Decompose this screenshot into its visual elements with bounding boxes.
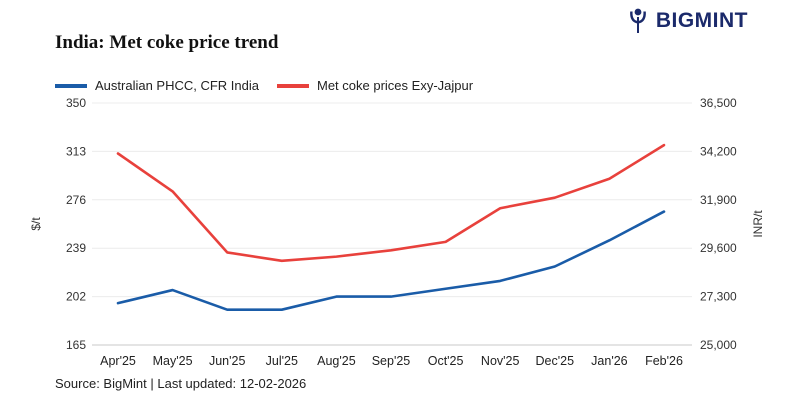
x-axis-tick-label: Dec'25: [536, 354, 575, 368]
legend-label: Australian PHCC, CFR India: [95, 78, 259, 93]
legend-item-met-coke-exy-jajpur[interactable]: Met coke prices Exy-Jajpur: [277, 78, 473, 93]
price-trend-chart: 165 25,000 202 27,300 239 29,600 276 31,900 313 3…: [29, 96, 765, 368]
y-axis-right-tick-label: 31,900: [700, 193, 737, 207]
x-axis-tick-label: Feb'26: [645, 354, 683, 368]
x-axis-tick-label: Jan'26: [591, 354, 627, 368]
bigmint-logo-icon: [626, 8, 650, 34]
legend-swatch-blue: [55, 83, 87, 88]
x-axis-tick-label: Jun'25: [209, 354, 245, 368]
series-line-blue: [116, 210, 666, 311]
x-axis-tick-label: Apr'25: [100, 354, 136, 368]
y-axis-right-tick-label: 36,500: [700, 96, 737, 110]
x-axis-tick-label: Oct'25: [428, 354, 464, 368]
y-axis-right-tick-label: 34,200: [700, 144, 737, 158]
y-axis-left-tick-label: 313: [66, 144, 86, 158]
source-note: Source: BigMint | Last updated: 12-02-20…: [55, 376, 307, 391]
y-axis-right-tick-label: 29,600: [700, 241, 737, 255]
y-axis-right-tick-label: 25,000: [700, 338, 737, 352]
bigmint-logo: BIGMINT: [626, 8, 748, 34]
series-line-red: [116, 143, 666, 263]
legend-label: Met coke prices Exy-Jajpur: [317, 78, 474, 93]
y-axis-right-tick-label: 27,300: [700, 290, 737, 304]
y-axis-left-tick-label: 276: [66, 193, 86, 207]
y-axis-left-tick-label: 350: [66, 96, 86, 110]
x-axis-tick-label: Jul'25: [266, 354, 298, 368]
y-axis-right-title: INR/t: [751, 210, 765, 238]
legend-item-australian-phcc[interactable]: Australian PHCC, CFR India: [55, 78, 259, 93]
chart-legend: Australian PHCC, CFR India Met coke pric…: [55, 78, 473, 93]
bigmint-logo-text: BIGMINT: [655, 9, 748, 32]
chart-title: India: Met coke price trend: [55, 32, 279, 53]
x-axis-tick-label: Nov'25: [481, 354, 520, 368]
y-axis-left-tick-label: 202: [66, 290, 86, 304]
x-axis-tick-label: Sep'25: [372, 354, 411, 368]
legend-swatch-red: [277, 83, 309, 88]
x-axis-tick-label: Aug'25: [317, 354, 356, 368]
x-axis-tick-label: May'25: [153, 354, 193, 368]
y-axis-left-title: $/t: [29, 217, 43, 231]
y-axis-left-tick-label: 239: [66, 241, 86, 255]
y-axis-left-tick-label: 165: [66, 338, 86, 352]
